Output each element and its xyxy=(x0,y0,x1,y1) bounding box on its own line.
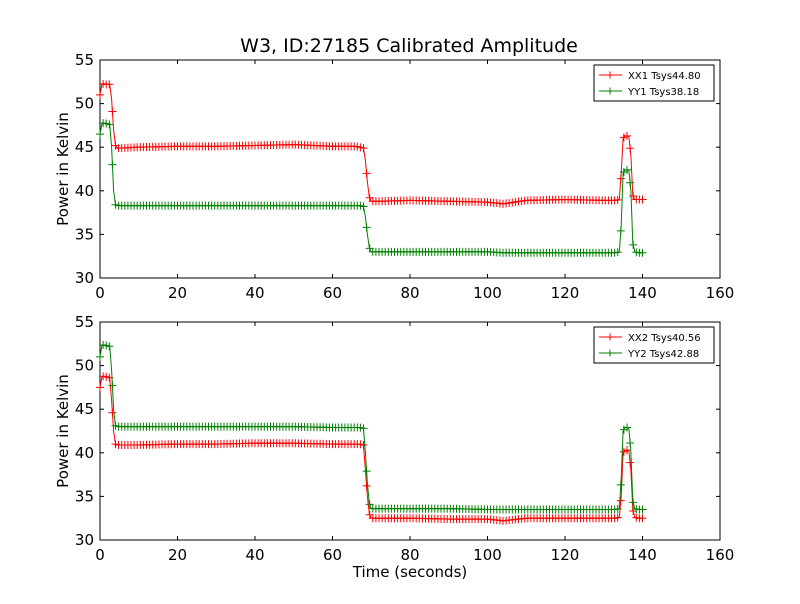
panel-2-series-1 xyxy=(96,372,647,525)
panel-2-x-tick-label: 100 xyxy=(473,546,502,564)
panel-2-series-2-point xyxy=(638,505,647,514)
panel-1-series-1-point xyxy=(359,144,368,153)
panel-2-series-2-point xyxy=(365,500,374,509)
panel-1-series-1-point xyxy=(626,144,635,153)
panel-2-series-2-line xyxy=(99,344,643,510)
panel-1-y-tick-label: 40 xyxy=(75,182,94,200)
chart-title: W3, ID:27185 Calibrated Amplitude xyxy=(240,35,578,57)
panel-1-series-1-point xyxy=(623,131,631,140)
panel-2-x-axis-label: Time (seconds) xyxy=(352,563,468,581)
panel-1-y-axis-label: Power in Kelvin xyxy=(54,112,72,226)
panel-2-y-tick-label: 35 xyxy=(75,487,94,505)
panel-1-series-1-point xyxy=(616,174,625,183)
panel-2-legend-label-1: XX2 Tsys40.56 xyxy=(628,333,701,344)
panel-1-series-2-point xyxy=(359,202,368,211)
panel-2-series-1-point xyxy=(362,481,371,490)
panel-2-x-tick-label: 80 xyxy=(400,546,419,564)
panel-2-x-tick-label: 0 xyxy=(95,546,105,564)
panel-2-y-axis-label: Power in Kelvin xyxy=(54,374,72,488)
panel-1-series-1-point xyxy=(613,195,622,204)
panel-2-series-1-point xyxy=(108,408,117,417)
panel-1-x-tick-label: 60 xyxy=(323,284,342,302)
panel-2-series-1-point xyxy=(616,496,625,505)
panel-2-y-tick-label: 50 xyxy=(75,357,94,375)
panel-1-series-2-point xyxy=(96,130,104,139)
panel-1-series-1-point xyxy=(638,195,647,204)
panel-1-series-2-point xyxy=(362,223,371,232)
panel-2-series-2 xyxy=(96,341,647,514)
panel-1-series-2-point xyxy=(623,165,631,174)
panel-1-x-tick-label: 160 xyxy=(706,284,735,302)
panel-2-series-1-point xyxy=(613,513,622,522)
panel-1-series-1 xyxy=(96,79,647,208)
panel-1-series-2-point xyxy=(105,120,114,129)
panel-2-series-2-point xyxy=(96,352,104,361)
panel-2-series-1-point xyxy=(638,514,647,523)
panel-2-series-2-point xyxy=(616,480,625,489)
panel-1-legend-marker-1 xyxy=(606,71,614,79)
panel-1-series-1-point xyxy=(105,80,114,89)
panel-1-series-2-point xyxy=(638,248,647,257)
panel-2-x-tick-label: 160 xyxy=(706,546,735,564)
panel-1-x-tick-label: 100 xyxy=(473,284,502,302)
panel-1-legend-label-1: XX1 Tsys44.80 xyxy=(628,71,701,82)
panel-1-series-1-point xyxy=(108,107,117,116)
panel-2-y-tick-label: 30 xyxy=(75,531,94,549)
panel-1-series-2-point xyxy=(616,226,625,235)
panel-2-series-1-point xyxy=(626,458,635,467)
panel-1-series-2-point xyxy=(629,240,638,249)
panel-1-x-tick-label: 40 xyxy=(245,284,264,302)
panel-2-series-1-point xyxy=(96,383,104,392)
panel-2-x-tick-label: 20 xyxy=(168,546,187,564)
panel-1-series-1-point xyxy=(362,169,371,178)
panel-2-series-2-point xyxy=(629,498,638,507)
panel-1: 0 20 40 60 80 100 120 140 160 30 35 40 45 50 55 Power i… xyxy=(54,51,734,302)
panel-2-legend-marker-2 xyxy=(606,349,614,357)
panel-1-x-tick-label: 0 xyxy=(95,284,105,302)
panel-1-x-tick-label: 120 xyxy=(551,284,580,302)
panel-2-series-1-point xyxy=(623,446,631,455)
panel-2-y-tick-label: 45 xyxy=(75,400,94,418)
panel-1-x-tick-label: 20 xyxy=(168,284,187,302)
panel-2-x-tick-label: 120 xyxy=(551,546,580,564)
panel-2-legend: XX2 Tsys40.56 YY2 Tsys42.88 xyxy=(593,326,715,364)
panel-1-series-2-line xyxy=(99,122,643,254)
panel-1-legend: XX1 Tsys44.80 YY1 Tsys38.18 xyxy=(593,64,715,102)
panel-1-series-1-point xyxy=(96,90,104,99)
panel-1-y-tick-label: 30 xyxy=(75,269,94,287)
panel-1-series-2-point xyxy=(626,178,635,187)
panel-2-series-2-point xyxy=(108,381,117,390)
panel-2-legend-label-2: YY2 Tsys42.88 xyxy=(627,349,699,360)
panel-1-y-tick-label: 55 xyxy=(75,51,94,69)
panel-2-legend-box xyxy=(593,326,715,364)
panel-2-x-tick-label: 40 xyxy=(245,546,264,564)
panel-2-series-2-point xyxy=(623,423,631,432)
panel-1-y-tick-label: 45 xyxy=(75,138,94,156)
panel-2-series-2-point xyxy=(626,439,635,448)
panel-2-series-2-point xyxy=(613,504,622,513)
panel-1-series-2-point xyxy=(108,160,117,169)
panel-1-y-tick-label: 35 xyxy=(75,225,94,243)
panel-2-legend-marker-1 xyxy=(606,333,614,341)
panel-2-y-tick-label: 40 xyxy=(75,444,94,462)
panel-2: 0 20 40 60 80 100 120 140 160 30 35 40 45 50 55 Power i… xyxy=(54,313,734,581)
panel-1-legend-label-2: YY1 Tsys38.18 xyxy=(627,87,699,98)
panel-1-series-2 xyxy=(96,119,647,257)
panel-2-series-2-point xyxy=(362,467,371,476)
panel-1-series-2-point xyxy=(613,248,622,257)
panel-1-legend-marker-2 xyxy=(606,87,614,95)
panel-2-x-tick-label: 60 xyxy=(323,546,342,564)
panel-2-y-tick-label: 55 xyxy=(75,313,94,331)
panel-2-series-2-point xyxy=(359,424,368,433)
panel-1-legend-box xyxy=(593,64,715,102)
panel-2-series-1-point xyxy=(359,440,368,449)
panel-1-y-tick-label: 50 xyxy=(75,95,94,113)
panel-1-x-tick-label: 80 xyxy=(400,284,419,302)
panel-2-series-2-point xyxy=(105,342,114,351)
panel-2-x-tick-label: 140 xyxy=(628,546,657,564)
panel-1-x-tick-label: 140 xyxy=(628,284,657,302)
